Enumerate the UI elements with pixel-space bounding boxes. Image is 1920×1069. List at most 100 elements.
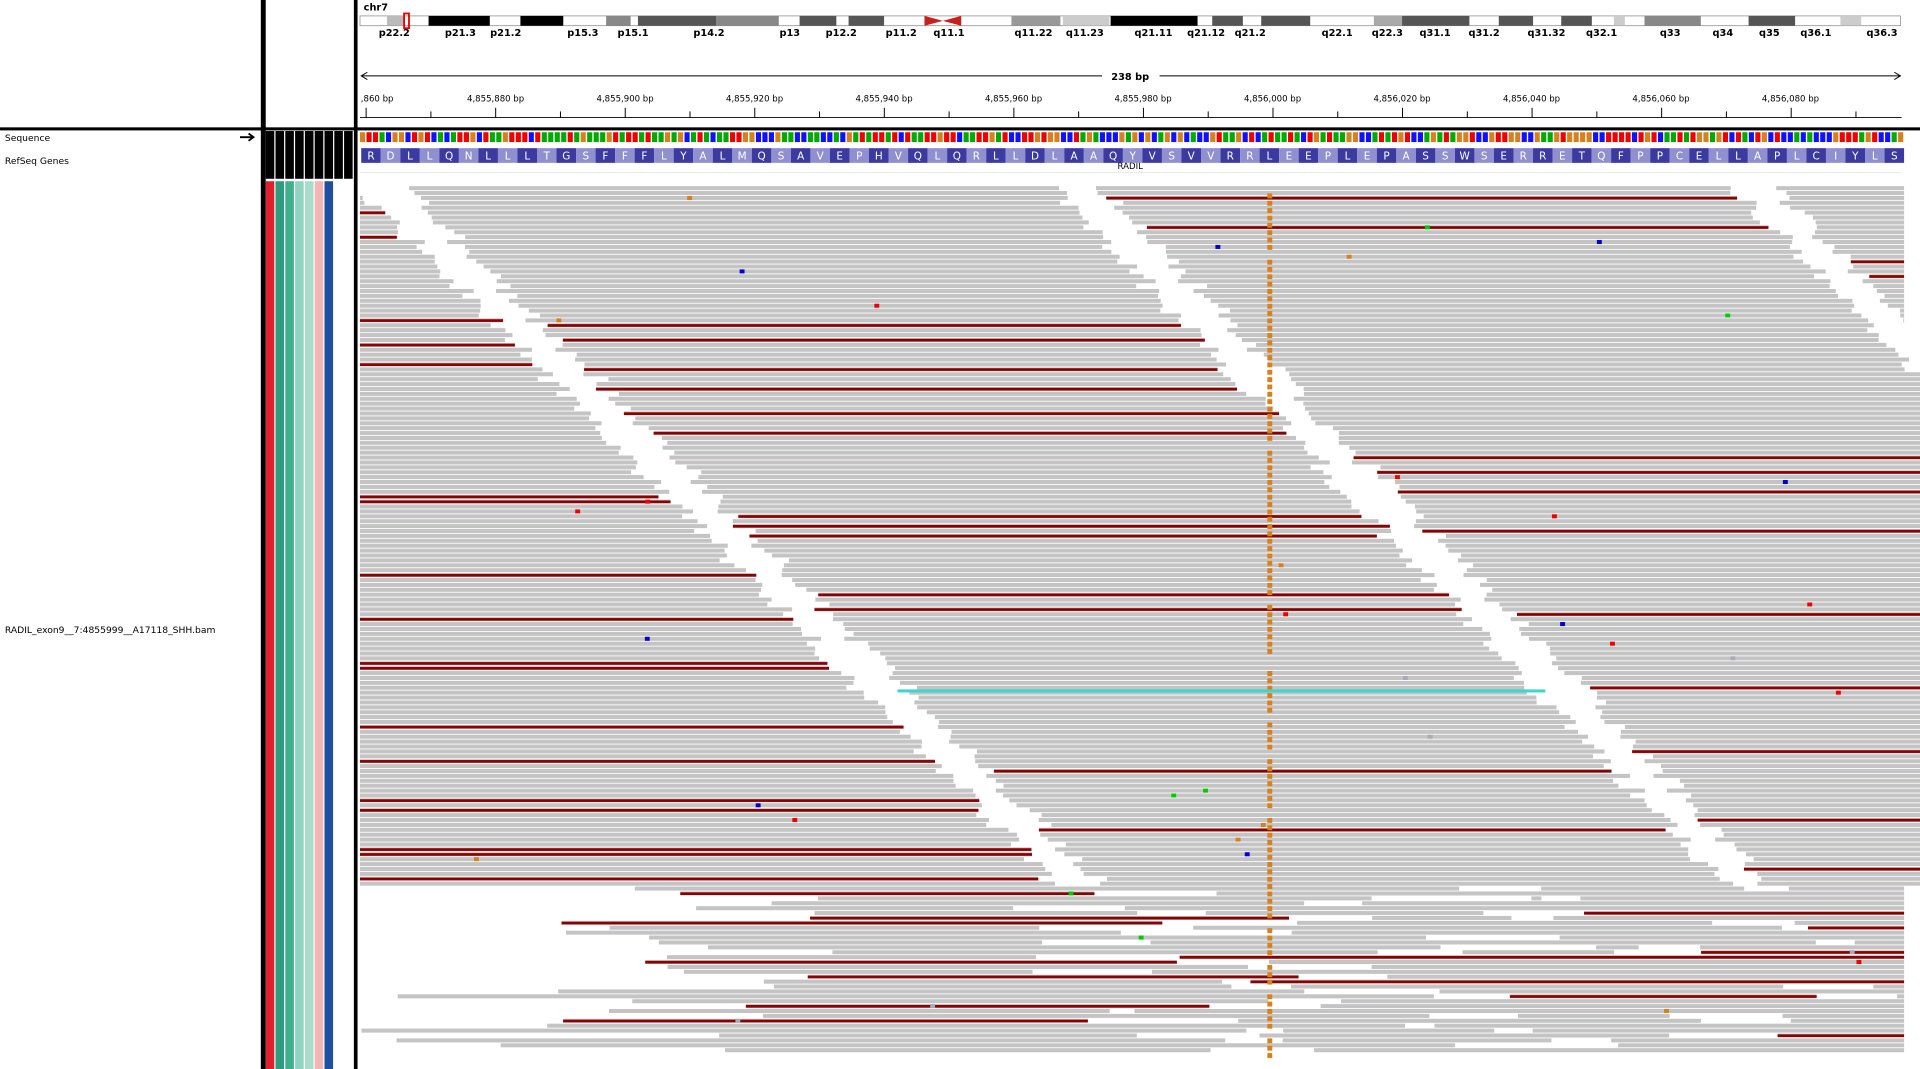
indel-marker bbox=[1267, 612, 1273, 618]
cytoband-label: p14.2 bbox=[693, 28, 724, 39]
read bbox=[360, 803, 982, 808]
cytoband bbox=[1212, 15, 1243, 26]
read bbox=[420, 195, 1068, 200]
base bbox=[476, 132, 482, 143]
soft-clip bbox=[595, 387, 1238, 391]
read bbox=[562, 342, 1200, 347]
amino-acid: S bbox=[1891, 151, 1898, 163]
read bbox=[360, 244, 417, 249]
amino-acid: L bbox=[1794, 151, 1800, 163]
cytoband bbox=[1110, 15, 1198, 26]
read bbox=[360, 475, 644, 480]
amino-acid: R bbox=[1246, 151, 1253, 163]
indel-marker bbox=[1267, 502, 1273, 507]
read bbox=[1684, 783, 1920, 788]
base bbox=[405, 132, 411, 143]
read bbox=[360, 406, 575, 411]
read bbox=[1624, 724, 1920, 729]
base bbox=[1385, 132, 1391, 143]
read bbox=[701, 470, 1324, 475]
soft-clip bbox=[1397, 490, 1920, 494]
read bbox=[1564, 671, 1920, 676]
base bbox=[898, 132, 904, 143]
indel-marker bbox=[1267, 737, 1273, 743]
base bbox=[1138, 132, 1144, 143]
base bbox=[411, 132, 418, 143]
amino-acid: E bbox=[1500, 151, 1507, 163]
amino-acid-box bbox=[1201, 148, 1221, 163]
amino-acid-box bbox=[1591, 148, 1612, 163]
indel-marker bbox=[1267, 259, 1273, 265]
amino-acid-box bbox=[1435, 148, 1455, 163]
amino-acid: Q bbox=[953, 151, 961, 163]
indel-marker bbox=[1267, 854, 1273, 860]
read bbox=[360, 435, 602, 440]
cytoband-label: q11.1 bbox=[933, 28, 964, 39]
read bbox=[880, 651, 1499, 656]
base bbox=[1826, 132, 1832, 143]
indel-marker bbox=[1267, 288, 1273, 294]
read bbox=[792, 577, 1421, 583]
amino-acid-box bbox=[1865, 148, 1885, 163]
amino-acid-box bbox=[458, 148, 479, 163]
read bbox=[490, 269, 1130, 274]
mismatch bbox=[1244, 852, 1250, 857]
base bbox=[372, 132, 379, 143]
read bbox=[675, 460, 1330, 465]
read bbox=[1414, 504, 1920, 509]
soft-clip bbox=[993, 769, 1612, 773]
read bbox=[360, 607, 793, 612]
read bbox=[360, 347, 532, 352]
read bbox=[1653, 773, 1920, 778]
read bbox=[1822, 240, 1905, 245]
base bbox=[1846, 132, 1852, 143]
indel-marker bbox=[1267, 840, 1273, 845]
ruler-tick-label: 4,856,020 bp bbox=[1373, 95, 1430, 105]
read bbox=[732, 519, 1379, 524]
read bbox=[1267, 362, 1902, 367]
base bbox=[1021, 132, 1028, 143]
soft-clip bbox=[1250, 980, 1905, 984]
read bbox=[1445, 543, 1920, 548]
read bbox=[360, 822, 987, 827]
read bbox=[360, 377, 538, 382]
read bbox=[615, 401, 1266, 406]
read bbox=[360, 690, 864, 695]
read bbox=[596, 382, 1236, 387]
soft-clip bbox=[360, 725, 904, 729]
base bbox=[892, 132, 898, 143]
read bbox=[1528, 622, 1920, 627]
indel-marker bbox=[1267, 244, 1273, 250]
base bbox=[1839, 132, 1845, 143]
read bbox=[1611, 1038, 1905, 1043]
amino-acid: L bbox=[1052, 151, 1058, 163]
read bbox=[1596, 695, 1920, 700]
base bbox=[794, 132, 800, 143]
read bbox=[1734, 842, 1920, 847]
base bbox=[1573, 132, 1579, 143]
base bbox=[626, 132, 632, 143]
amino-acid: L bbox=[1872, 151, 1878, 163]
base bbox=[489, 132, 495, 143]
amino-acid-box bbox=[576, 148, 596, 163]
read bbox=[1137, 230, 1781, 235]
read bbox=[1315, 421, 1920, 426]
indel-marker bbox=[1267, 648, 1273, 654]
amino-acid-box bbox=[1142, 148, 1162, 163]
ruler-tick-label: 4,856,080 bp bbox=[1762, 95, 1819, 105]
amino-acid-box bbox=[1122, 148, 1143, 163]
base bbox=[1034, 132, 1041, 143]
read bbox=[895, 666, 1519, 671]
cytoband bbox=[716, 15, 779, 26]
read bbox=[360, 337, 505, 343]
indel-marker bbox=[1267, 729, 1273, 735]
amino-acid-box bbox=[478, 148, 498, 163]
read bbox=[1338, 440, 1920, 445]
cytoband-label: p21.2 bbox=[490, 28, 521, 39]
read bbox=[1259, 1033, 1670, 1038]
read bbox=[1541, 886, 1745, 891]
amino-acid: C bbox=[1676, 151, 1683, 163]
base bbox=[398, 132, 405, 143]
read bbox=[360, 563, 735, 568]
base bbox=[1781, 132, 1787, 143]
